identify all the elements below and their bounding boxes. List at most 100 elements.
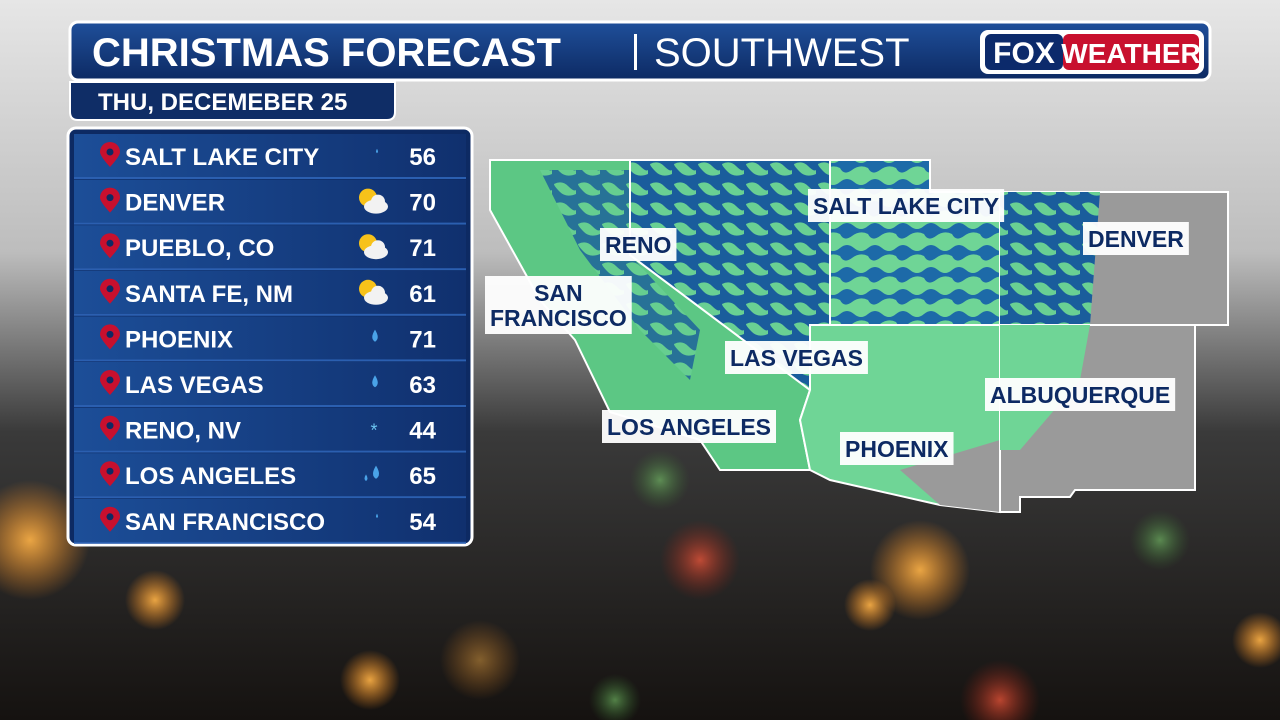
raindrop: [376, 148, 378, 154]
temperature: 71: [409, 235, 436, 262]
pin-dot: [106, 422, 114, 430]
city: SALT LAKE CITY: [125, 144, 319, 171]
bokeh: [0, 450, 1280, 720]
pin-dot: [106, 148, 114, 156]
pin-dot: [106, 376, 114, 384]
map-label: SALT LAKE CITY: [808, 189, 1005, 222]
map-label-text: DENVER: [1088, 226, 1184, 252]
map-label: PHOENIX: [840, 432, 954, 465]
raindrop: [364, 474, 368, 481]
cloud: [371, 194, 385, 209]
temperature: 63: [409, 372, 436, 399]
map-label-text: RENO: [605, 232, 671, 258]
weather-icon: [376, 513, 378, 518]
row-divider: [74, 450, 466, 453]
row-divider: [74, 405, 466, 407]
weather-icon: [372, 375, 378, 388]
separator: [634, 34, 637, 70]
map-label-box: [485, 276, 632, 334]
raindrop: [372, 329, 378, 342]
temperature: 54: [409, 509, 436, 536]
map-label-box: [602, 410, 776, 443]
colorado-snow: [1000, 192, 1100, 325]
raindrop: [376, 513, 378, 518]
map-label-text: LOS ANGELES: [607, 414, 771, 440]
row-divider: [74, 177, 466, 179]
weather-icon: [359, 188, 388, 214]
city: SANTA FE, NM: [125, 281, 293, 308]
city: SAN FRANCISCO: [125, 509, 325, 536]
weather-icon: [364, 465, 379, 481]
city: PUEBLO, CO: [125, 235, 274, 262]
map-label-text: SALT LAKE CITY: [813, 193, 999, 219]
row-divider: [74, 222, 466, 225]
row-divider: [74, 268, 466, 271]
temperature: 56: [409, 144, 436, 171]
row: [74, 134, 466, 177]
date-tab: [69, 81, 396, 121]
pin-dot: [106, 194, 114, 202]
pin-dot: [106, 467, 114, 475]
temperature: 44: [409, 418, 436, 445]
weather-icon: *: [370, 421, 377, 441]
city: RENO, NV: [125, 418, 241, 445]
region: SOUTHWEST: [654, 31, 910, 75]
temperature: 65: [409, 463, 436, 490]
row: [74, 316, 466, 360]
map-label-text: SAN: [534, 280, 583, 306]
forecast-rows: SALT LAKE CITY 56 DENVER 70 PUEBLO, CO 71 SANT…: [74, 134, 466, 544]
city: PHOENIX: [125, 326, 233, 353]
row: [74, 498, 466, 542]
raindrop: [373, 465, 379, 479]
row: [74, 453, 466, 497]
map-label-text: ALBUQUERQUE: [990, 382, 1170, 408]
temperature: 70: [409, 190, 436, 217]
weather-icon: [372, 329, 378, 342]
logo-fox-bg: [985, 34, 1063, 70]
snowflake: *: [370, 421, 377, 441]
arizona-dry: [900, 440, 1000, 512]
map-label-box: [600, 228, 677, 261]
map-label-text: PHOENIX: [845, 436, 949, 462]
map-label-box: [1083, 222, 1189, 255]
map-label: ALBUQUERQUE: [985, 378, 1176, 411]
map-label: RENO: [600, 228, 677, 261]
map-label-box: [808, 189, 1005, 222]
map-label: LOS ANGELES: [602, 410, 776, 443]
raindrop: [372, 375, 378, 388]
row: [74, 179, 466, 223]
map-label: DENVER: [1083, 222, 1189, 255]
map-label: LAS VEGAS: [725, 341, 868, 374]
row-divider: [74, 496, 466, 499]
map-label-text: LAS VEGAS: [730, 345, 863, 371]
row: [74, 225, 466, 269]
pin-dot: [106, 513, 114, 521]
date: THU, DECEMEBER 25: [98, 89, 347, 116]
logo-weather: WEATHER: [1061, 38, 1200, 69]
title-bar: [68, 20, 1212, 82]
weather-icon: [376, 148, 378, 154]
city: DENVER: [125, 190, 225, 217]
sierra-snow: [540, 170, 700, 380]
weather-icon: [359, 234, 388, 260]
logo-weather-bg: [1063, 34, 1199, 70]
row: [74, 270, 466, 314]
row-divider: [74, 313, 466, 316]
city: LAS VEGAS: [125, 372, 264, 399]
row: [74, 362, 466, 405]
map-label-text: FRANCISCO: [490, 305, 627, 331]
row-divider: [74, 541, 466, 544]
map-label-box: [840, 432, 954, 465]
map-label-box: [725, 341, 868, 374]
pin-dot: [106, 330, 114, 338]
cloud: [371, 285, 385, 300]
city: LOS ANGELES: [125, 463, 296, 490]
temperature: 71: [409, 326, 436, 353]
row-divider: [74, 359, 466, 362]
row: [74, 407, 466, 451]
cloud: [371, 240, 385, 255]
temperature: 61: [409, 281, 436, 308]
